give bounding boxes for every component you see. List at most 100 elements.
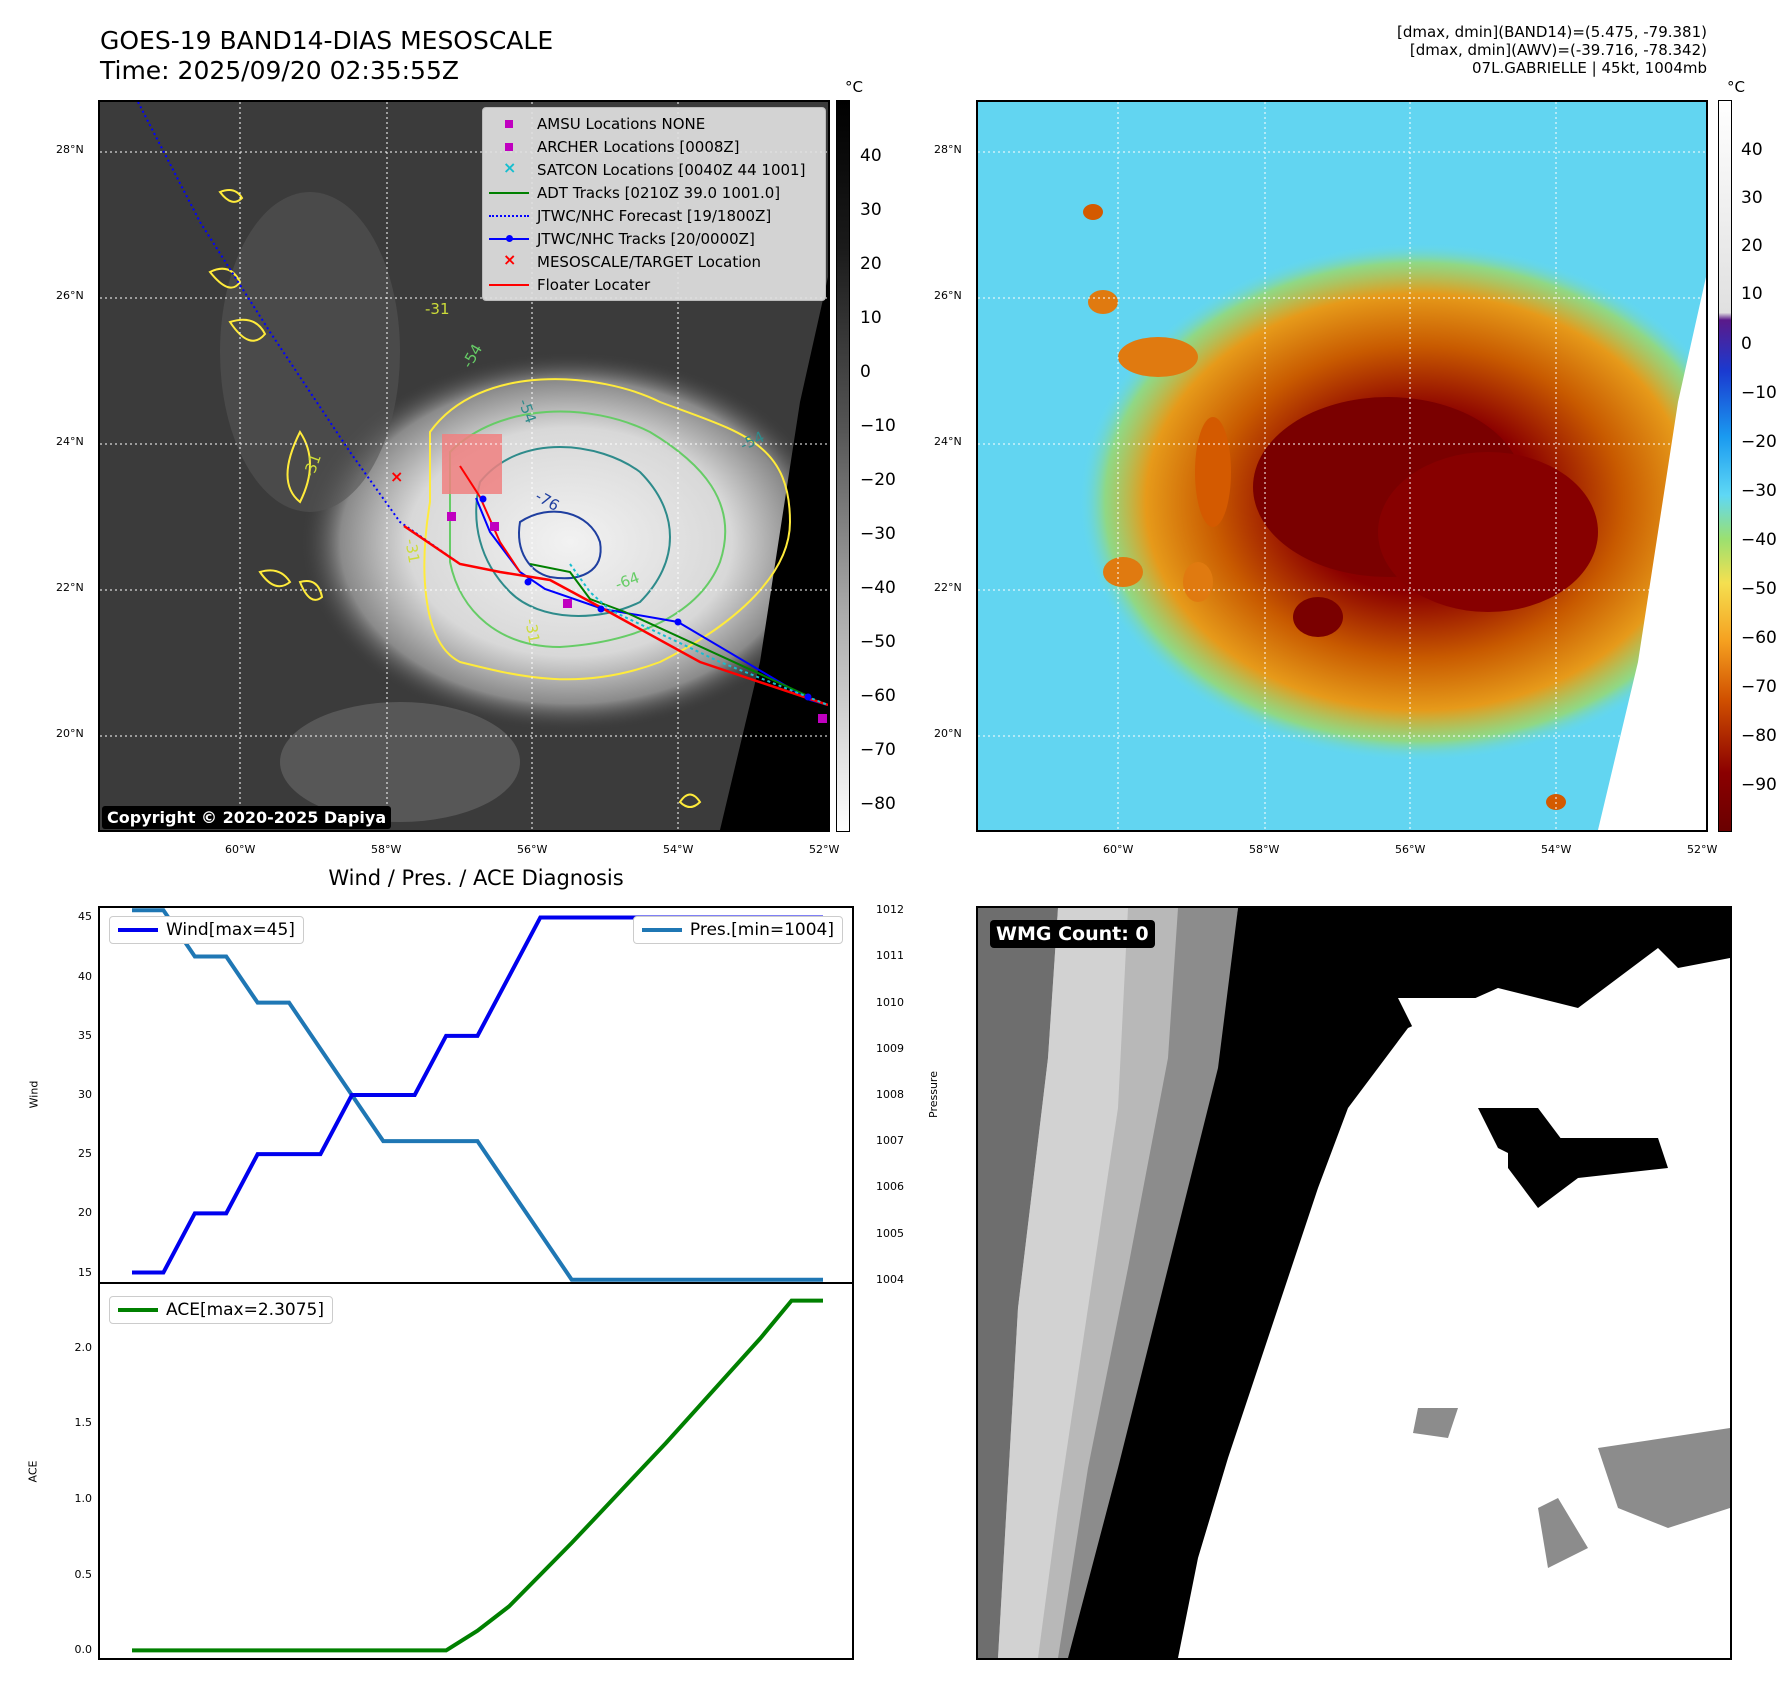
legend-item: JTWC/NHC Forecast [19/1800Z] <box>489 204 819 227</box>
axis-tick-label: 1004 <box>876 1272 904 1286</box>
axis-tick-label: 0.0 <box>74 1643 93 1657</box>
axis-tick-label: 1.5 <box>74 1416 93 1430</box>
axis-tick-label: 25 <box>78 1147 92 1161</box>
ir-cb-tick: −40 <box>860 578 896 598</box>
legend-label: MESOSCALE/TARGET Location <box>537 252 762 271</box>
legend-item: JTWC/NHC Tracks [20/0000Z] <box>489 227 819 250</box>
wv-cb-tick: 10 <box>1741 284 1763 304</box>
axis-tick-label: 15 <box>78 1265 92 1279</box>
axis-tick-label: 0.5 <box>74 1567 93 1581</box>
axis-tick-label: 45 <box>78 910 92 924</box>
ace-axes: ACE[max=2.3075] <box>98 1282 854 1660</box>
ir-cb-tick: −60 <box>860 686 896 706</box>
ir-cb-tick: 20 <box>860 254 882 274</box>
x-marker-icon: × <box>503 249 517 269</box>
axis-tick-label: 1.0 <box>74 1492 93 1505</box>
pres-ylabel: Pressure <box>926 1071 940 1118</box>
wmg-count-badge: WMG Count: 0 <box>990 920 1155 948</box>
ir-cb-tick: 0 <box>860 362 871 382</box>
lat-tick: 20°N <box>56 727 84 740</box>
legend-label: SATCON Locations [0040Z 44 1001] <box>537 160 806 179</box>
legend-label: ADT Tracks [0210Z 39.0 1001.0] <box>537 183 781 202</box>
axis-tick-label: 40 <box>78 969 92 983</box>
line-marker-icon <box>489 186 529 200</box>
wv-cb-tick: −50 <box>1741 579 1777 599</box>
square-marker-icon <box>489 117 529 131</box>
wv-cb-tick: −90 <box>1741 775 1777 795</box>
lon-tick: 54°W <box>1541 843 1572 856</box>
series-line <box>132 908 823 1282</box>
legend-item: × MESOSCALE/TARGET Location <box>489 250 819 273</box>
legend-item: × SATCON Locations [0040Z 44 1001] <box>489 158 819 181</box>
lon-tick: 52°W <box>809 843 840 856</box>
legend-item: ADT Tracks [0210Z 39.0 1001.0] <box>489 181 819 204</box>
lat-tick: 26°N <box>56 289 84 302</box>
wv-cb-tick: 30 <box>1741 188 1763 208</box>
wv-cb-tick: −80 <box>1741 726 1777 746</box>
lon-tick: 52°W <box>1687 843 1718 856</box>
lat-tick: 26°N <box>934 289 962 302</box>
wv-cb-tick: −10 <box>1741 383 1777 403</box>
wv-cb-tick: −20 <box>1741 432 1777 452</box>
wv-cb-tick: −60 <box>1741 628 1777 648</box>
legend-label: JTWC/NHC Tracks [20/0000Z] <box>537 229 755 248</box>
ace-plot <box>132 1298 823 1653</box>
lat-tick: 22°N <box>934 581 962 594</box>
lat-tick: 24°N <box>934 435 962 448</box>
title-line-1: GOES-19 BAND14-DIAS MESOSCALE <box>100 26 554 55</box>
wv-cb-tick: 0 <box>1741 334 1752 354</box>
legend-label: AMSU Locations NONE <box>537 114 706 133</box>
axis-tick-label: 1008 <box>876 1088 904 1101</box>
line-dot-icon <box>489 232 529 246</box>
wv-cb-tick: −70 <box>1741 677 1777 697</box>
ir-cb-tick: 30 <box>860 200 882 220</box>
wind-legend: Wind[max=45] <box>109 916 304 944</box>
ace-legend: ACE[max=2.3075] <box>109 1296 333 1324</box>
wv-cb-tick: 20 <box>1741 236 1763 256</box>
ir-map-panel: × -31 -31 -54 -54 -54 -76 -64 -31 -31 AM… <box>98 100 830 832</box>
ir-cb-tick: −20 <box>860 470 896 490</box>
axis-tick-label: 1011 <box>876 949 904 963</box>
lon-tick: 56°W <box>517 843 548 856</box>
line-marker-icon <box>489 278 529 292</box>
axis-tick-label: 1009 <box>876 1041 904 1055</box>
lon-tick: 58°W <box>371 843 402 856</box>
info-line-2: [dmax, dmin](AWV)=(-39.716, -78.342) <box>1409 41 1707 59</box>
legend-item: AMSU Locations NONE <box>489 112 819 135</box>
ir-cb-tick: −50 <box>860 632 896 652</box>
pres-legend-label: Pres.[min=1004] <box>689 920 834 940</box>
lon-tick: 60°W <box>1103 843 1134 856</box>
figure-title: GOES-19 BAND14-DIAS MESOSCALE Time: 2025… <box>100 26 553 86</box>
axis-tick-label: 2.0 <box>74 1340 93 1354</box>
ir-cb-tick: −30 <box>860 524 896 544</box>
legend-label: JTWC/NHC Forecast [19/1800Z] <box>537 206 772 225</box>
lat-tick: 28°N <box>934 143 962 156</box>
wv-cb-tick: −40 <box>1741 530 1777 550</box>
ace-legend-label: ACE[max=2.3075] <box>166 1300 324 1320</box>
axis-tick-label: 1010 <box>876 995 904 1009</box>
ir-colorbar-unit: °C <box>845 78 863 96</box>
lon-tick: 54°W <box>663 843 694 856</box>
x-marker-icon: × <box>503 157 517 177</box>
wind-ylabel: Wind <box>27 1080 41 1109</box>
lat-tick: 24°N <box>56 435 84 448</box>
legend-item: Floater Locater <box>489 273 819 296</box>
copyright-badge: Copyright © 2020-2025 Dapiya <box>102 806 392 829</box>
lat-tick: 28°N <box>56 143 84 156</box>
legend-swatch <box>641 928 682 932</box>
info-line-3: 07L.GABRIELLE | 45kt, 1004mb <box>1472 59 1707 77</box>
wv-cb-tick: −30 <box>1741 481 1777 501</box>
wv-map-panel <box>976 100 1708 832</box>
svg-text:×: × <box>390 467 403 486</box>
wv-imagery <box>978 102 1706 830</box>
dotted-line-icon <box>489 209 529 223</box>
lat-tick: 22°N <box>56 581 84 594</box>
legend-swatch <box>118 928 158 932</box>
pres-legend: Pres.[min=1004] <box>632 916 843 944</box>
ir-cb-tick: −80 <box>860 794 896 814</box>
axis-tick-label: 20 <box>78 1206 92 1220</box>
wmg-imagery <box>978 908 1730 1658</box>
series-line <box>132 1298 823 1653</box>
ir-cb-tick: −70 <box>860 740 896 760</box>
lon-tick: 56°W <box>1395 843 1426 856</box>
